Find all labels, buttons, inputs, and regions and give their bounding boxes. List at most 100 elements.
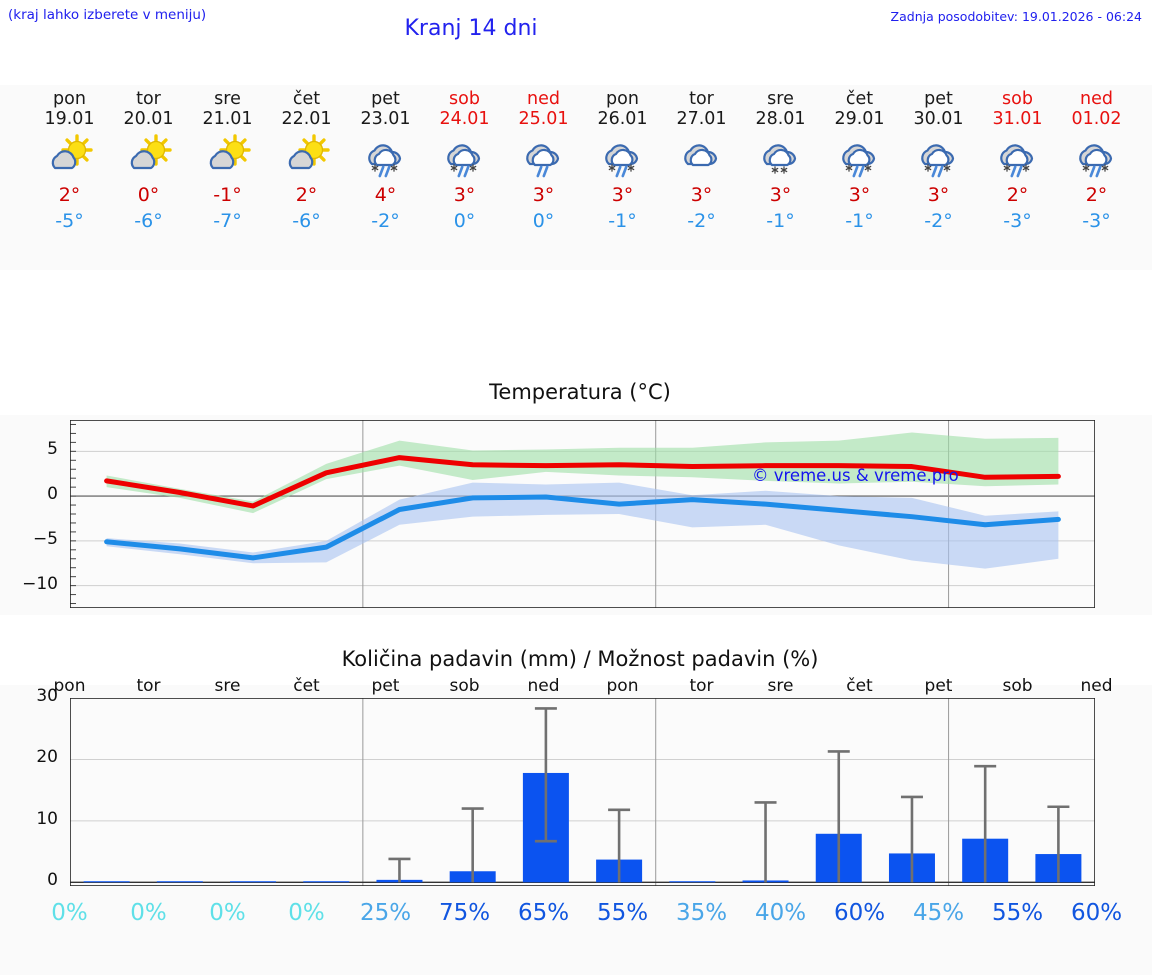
day-column[interactable]: sre 28.01 3° -1° bbox=[741, 85, 820, 234]
day-date-label: 30.01 bbox=[913, 109, 964, 129]
precipitation-y-tick-label: 30 bbox=[36, 686, 58, 706]
last-updated-text: Zadnja posodobitev: 19.01.2026 - 06:24 bbox=[890, 9, 1142, 24]
weather-icon-wrapper bbox=[30, 132, 109, 182]
cloud-sleet-icon bbox=[920, 144, 954, 178]
precipitation-chart-title: Količina padavin (mm) / Možnost padavin … bbox=[341, 647, 819, 671]
min-temperature-value: 0° bbox=[453, 210, 476, 232]
min-temperature-value: -6° bbox=[292, 210, 321, 232]
weather-icon-wrapper bbox=[820, 132, 899, 182]
precipitation-day-label: pet bbox=[924, 676, 953, 696]
day-column[interactable]: pet 23.01 4° -2° bbox=[346, 85, 425, 234]
day-of-week-label: tor bbox=[689, 89, 714, 109]
day-column[interactable]: ned 25.01 3° 0° bbox=[504, 85, 583, 234]
day-date-label: 23.01 bbox=[360, 109, 411, 129]
day-column[interactable]: sob 24.01 3° 0° bbox=[425, 85, 504, 234]
day-date-label: 29.01 bbox=[834, 109, 885, 129]
day-of-week-label: ned bbox=[1080, 89, 1113, 109]
min-temperature-value: 0° bbox=[532, 210, 555, 232]
weather-icon-wrapper bbox=[346, 132, 425, 182]
precipitation-day-label: ned bbox=[527, 676, 560, 696]
precipitation-day-label: sre bbox=[767, 676, 794, 696]
precipitation-probability-value: 0% bbox=[51, 900, 88, 926]
max-temperature-value: 3° bbox=[927, 184, 950, 206]
day-date-label: 28.01 bbox=[755, 109, 806, 129]
max-temperature-value: 3° bbox=[690, 184, 713, 206]
sun-behind-cloud-icon bbox=[51, 134, 93, 170]
weather-icon-wrapper bbox=[267, 132, 346, 182]
precipitation-bar bbox=[230, 881, 277, 883]
weather-icon-wrapper bbox=[978, 132, 1057, 182]
precipitation-probability-value: 35% bbox=[675, 900, 728, 926]
temperature-chart-title: Temperatura (°C) bbox=[489, 380, 671, 404]
day-date-label: 19.01 bbox=[44, 109, 95, 129]
cloud-sleet-icon bbox=[841, 144, 875, 178]
precipitation-day-label: tor bbox=[689, 676, 714, 696]
day-column[interactable]: čet 22.01 2° -6° bbox=[267, 85, 346, 234]
day-column[interactable]: sre 21.01 -1° -7° bbox=[188, 85, 267, 234]
day-date-label: 21.01 bbox=[202, 109, 253, 129]
precipitation-probability-value: 60% bbox=[1070, 900, 1123, 926]
min-temperature-value: -2° bbox=[687, 210, 716, 232]
sun-behind-cloud-icon bbox=[130, 134, 172, 170]
precipitation-day-label: sob bbox=[1002, 676, 1033, 696]
day-column[interactable]: pon 26.01 3° -1° bbox=[583, 85, 662, 234]
max-temperature-value: 3° bbox=[532, 184, 555, 206]
day-column[interactable]: tor 20.01 0° -6° bbox=[109, 85, 188, 234]
weather-icon-wrapper bbox=[899, 132, 978, 182]
cloud-snow-icon bbox=[762, 144, 796, 174]
day-column[interactable]: ned 01.02 2° -3° bbox=[1057, 85, 1136, 234]
min-temperature-value: -5° bbox=[55, 210, 84, 232]
weather-icon-wrapper bbox=[741, 132, 820, 182]
day-date-label: 27.01 bbox=[676, 109, 727, 129]
cloud-sleet-icon bbox=[604, 144, 638, 178]
temperature-uncertainty-band bbox=[106, 482, 1059, 569]
day-of-week-label: sre bbox=[767, 89, 794, 109]
day-date-label: 01.02 bbox=[1071, 109, 1122, 129]
max-temperature-value: 3° bbox=[848, 184, 871, 206]
day-column[interactable]: čet 29.01 3° -1° bbox=[820, 85, 899, 234]
temperature-y-tick-label: 0 bbox=[47, 484, 58, 505]
day-of-week-label: pon bbox=[606, 89, 639, 109]
weather-icon-wrapper bbox=[583, 132, 662, 182]
day-of-week-label: pet bbox=[371, 89, 400, 109]
max-temperature-value: 2° bbox=[1006, 184, 1029, 206]
cloud-sleet-icon bbox=[446, 144, 480, 178]
page-header: (kraj lahko izberete v meniju) Kranj 14 … bbox=[0, 0, 1152, 62]
precipitation-probability-value: 65% bbox=[517, 900, 570, 926]
precipitation-y-tick-label: 10 bbox=[36, 808, 58, 829]
precipitation-probability-value: 60% bbox=[833, 900, 886, 926]
min-temperature-value: -1° bbox=[766, 210, 795, 232]
max-temperature-value: 2° bbox=[295, 184, 318, 206]
precipitation-day-label: ned bbox=[1080, 676, 1113, 696]
day-column[interactable]: tor 27.01 3° -2° bbox=[662, 85, 741, 234]
day-date-label: 26.01 bbox=[597, 109, 648, 129]
day-of-week-label: sob bbox=[449, 89, 480, 109]
precipitation-probability-value: 0% bbox=[209, 900, 246, 926]
day-column[interactable]: sob 31.01 2° -3° bbox=[978, 85, 1057, 234]
day-column[interactable]: pet 30.01 3° -2° bbox=[899, 85, 978, 234]
min-temperature-value: -3° bbox=[1082, 210, 1111, 232]
temperature-line bbox=[104, 455, 1061, 509]
sun-behind-cloud-icon bbox=[209, 134, 251, 170]
day-of-week-label: sre bbox=[214, 89, 241, 109]
day-column[interactable]: pon 19.01 2° -5° bbox=[30, 85, 109, 234]
weather-icon-wrapper bbox=[425, 132, 504, 182]
max-temperature-value: -1° bbox=[213, 184, 242, 206]
precipitation-bar bbox=[303, 881, 350, 883]
sun-behind-cloud-icon bbox=[288, 134, 330, 170]
temperature-chart bbox=[70, 420, 1095, 608]
precipitation-y-tick-label: 0 bbox=[47, 870, 58, 891]
precipitation-probability-value: 75% bbox=[438, 900, 491, 926]
weather-icon-wrapper bbox=[504, 132, 583, 182]
precipitation-day-label: pet bbox=[371, 676, 400, 696]
menu-hint-text: (kraj lahko izberete v meniju) bbox=[8, 7, 207, 23]
temperature-y-tick-label: 5 bbox=[47, 439, 58, 460]
day-of-week-label: sob bbox=[1002, 89, 1033, 109]
precipitation-day-label: pon bbox=[53, 676, 86, 696]
day-of-week-label: pon bbox=[53, 89, 86, 109]
weather-icon-wrapper bbox=[1057, 132, 1136, 182]
precipitation-probability-value: 45% bbox=[912, 900, 965, 926]
precipitation-probability-value: 0% bbox=[288, 900, 325, 926]
max-temperature-value: 2° bbox=[1085, 184, 1108, 206]
min-temperature-value: -1° bbox=[845, 210, 874, 232]
